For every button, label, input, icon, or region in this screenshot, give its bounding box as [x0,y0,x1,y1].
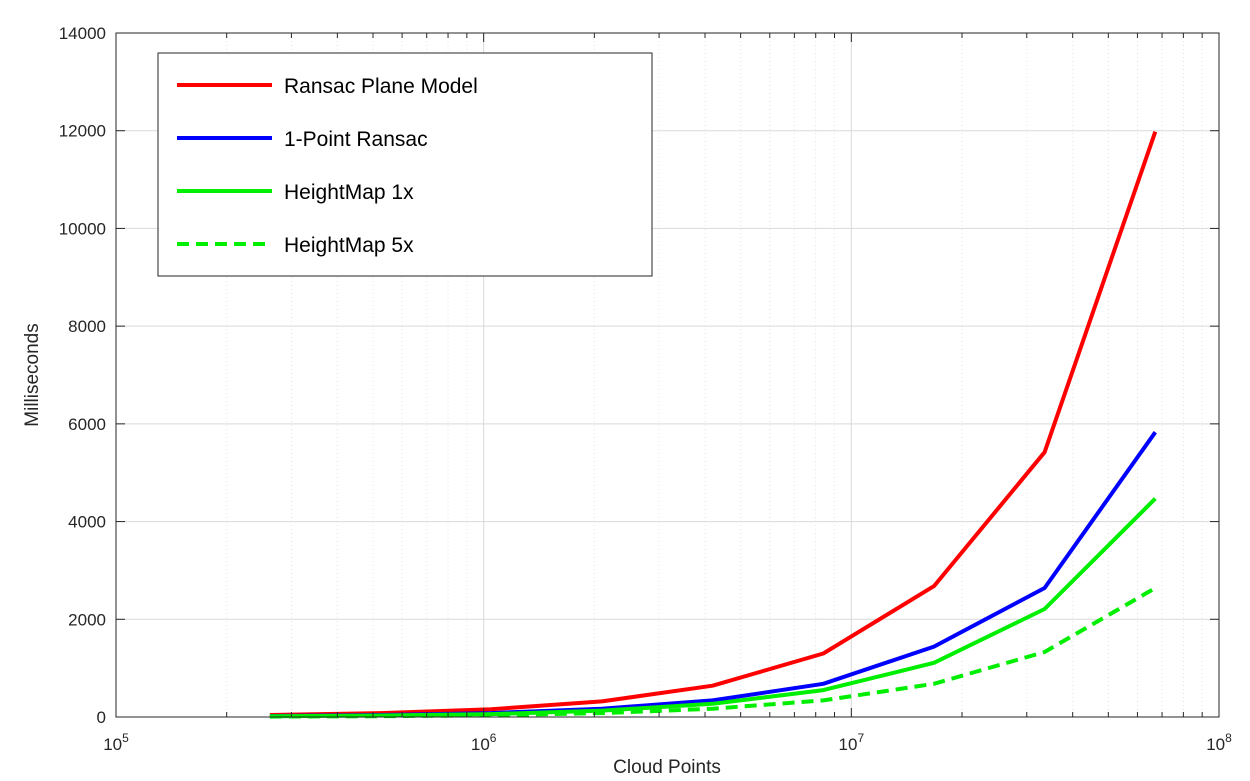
plot-frame [115,32,1220,718]
y-tick-label: 10000 [59,219,106,238]
y-axis-label: Milliseconds [22,323,43,426]
series-line-3 [269,497,1157,719]
legend-label: 1-Point Ransac [284,128,428,151]
x-tick-label: 105 [103,731,129,754]
series-layer [269,131,1158,719]
legend-label: HeightMap 1x [284,181,414,204]
legend: Ransac Plane Model 1-Point Ransac HeightMa… [157,52,653,277]
axis-ticks: 105 106 107 108 0 2000 4000 6000 8000 10000 12000 1… [59,24,1232,754]
legend-label: HeightMap 5x [284,234,414,257]
legend-label: Ransac Plane Model [284,75,478,98]
series-line-1 [269,131,1158,717]
x-axis-label: Cloud Points [613,757,721,778]
y-tick-label: 6000 [68,415,106,434]
x-tick-label: 108 [1206,731,1232,754]
y-tick-label: 14000 [59,24,106,43]
x-tick-label: 106 [471,731,497,754]
x-tick-label: 107 [839,731,865,754]
legend-box [157,52,653,277]
series-line-4 [269,586,1157,719]
y-tick-label: 2000 [68,610,106,629]
y-tick-label: 4000 [68,513,106,532]
y-tick-label: 8000 [68,317,106,336]
y-tick-label: 12000 [59,122,106,141]
y-tick-label: 0 [97,708,106,727]
